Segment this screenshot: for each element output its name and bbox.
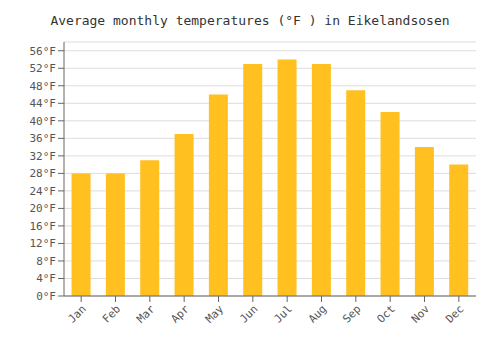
svg-text:20°F: 20°F (30, 202, 57, 215)
svg-text:56°F: 56°F (30, 45, 57, 58)
svg-text:24°F: 24°F (30, 185, 57, 198)
svg-text:Nov: Nov (409, 302, 433, 326)
svg-text:36°F: 36°F (30, 132, 57, 145)
svg-text:Mar: Mar (134, 302, 158, 326)
svg-text:12°F: 12°F (30, 237, 57, 250)
svg-text:28°F: 28°F (30, 167, 57, 180)
svg-text:Jun: Jun (237, 302, 260, 325)
svg-text:4°F: 4°F (36, 272, 56, 285)
svg-text:Apr: Apr (169, 302, 193, 326)
svg-text:32°F: 32°F (30, 150, 57, 163)
svg-text:44°F: 44°F (30, 97, 57, 110)
svg-text:Sep: Sep (340, 302, 363, 325)
svg-text:52°F: 52°F (30, 62, 57, 75)
svg-text:8°F: 8°F (36, 255, 56, 268)
svg-text:Oct: Oct (375, 302, 398, 325)
svg-text:40°F: 40°F (30, 115, 57, 128)
svg-text:16°F: 16°F (30, 220, 57, 233)
html-text:Average monthly temperatures (: Average monthly temperatures (°F ) in Ei… (50, 13, 450, 28)
svg-text:Jul: Jul (272, 302, 295, 325)
svg-text:Dec: Dec (443, 302, 466, 325)
svg-text:48°F: 48°F (30, 80, 57, 93)
svg-text:Aug: Aug (306, 302, 329, 325)
svg-text:Feb: Feb (100, 302, 123, 325)
svg-text:0°F: 0°F (36, 290, 56, 303)
svg-text:Jan: Jan (66, 302, 89, 325)
svg-text:May: May (203, 302, 227, 326)
